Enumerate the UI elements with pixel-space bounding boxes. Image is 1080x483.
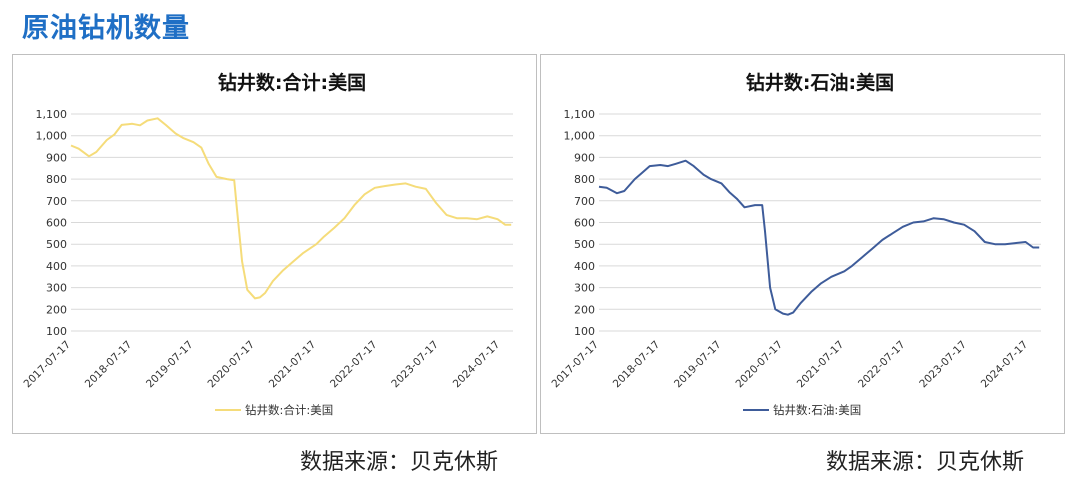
y-tick-label: 700 — [46, 195, 67, 208]
series-line — [598, 159, 1040, 316]
x-tick-label: 2020-07-17 — [205, 339, 257, 391]
x-tick-label: 2019-07-17 — [144, 339, 196, 391]
y-tick-label: 1,000 — [564, 130, 596, 143]
y-tick-label: 800 — [46, 173, 67, 186]
source-note-left: 数据来源：贝克休斯 — [300, 450, 499, 475]
y-tick-label: 100 — [574, 325, 595, 338]
x-tick-label: 2023-07-17 — [389, 339, 441, 391]
x-tick-label: 2018-07-17 — [611, 339, 663, 391]
y-tick-label: 400 — [46, 260, 67, 273]
y-tick-label: 600 — [46, 217, 67, 230]
y-tick-label: 300 — [46, 282, 67, 295]
y-tick-label: 700 — [574, 195, 595, 208]
y-tick-label: 1,000 — [36, 130, 68, 143]
x-tick-label: 2017-07-17 — [549, 339, 601, 391]
y-tick-label: 800 — [574, 173, 595, 186]
y-tick-label: 500 — [574, 238, 595, 251]
x-tick-label: 2024-07-17 — [451, 339, 503, 391]
x-tick-label: 2018-07-17 — [83, 339, 135, 391]
chart-title: 钻井数:石油:美国 — [746, 71, 894, 94]
y-tick-label: 600 — [574, 217, 595, 230]
source-note-right: 数据来源：贝克休斯 — [826, 450, 1025, 475]
chart-oil-rigs: 钻井数:石油:美国 100 200 300 400 500 600 700 800 900 1,00… — [549, 71, 1041, 417]
y-tick-label: 900 — [574, 151, 595, 164]
y-tick-label: 900 — [46, 151, 67, 164]
x-tick-label: 2020-07-17 — [733, 339, 785, 391]
x-tick-label: 2022-07-17 — [328, 339, 380, 391]
x-tick-label: 2023-07-17 — [917, 339, 969, 391]
x-tick-label: 2017-07-17 — [21, 339, 73, 391]
y-tick-label: 300 — [574, 282, 595, 295]
y-tick-label: 200 — [46, 303, 67, 316]
x-tick-label: 2021-07-17 — [267, 339, 319, 391]
x-tick-label: 2022-07-17 — [856, 339, 908, 391]
legend-label: 钻井数:合计:美国 — [245, 403, 333, 417]
page-title: 原油钻机数量 — [22, 13, 190, 44]
chart-panel-total: 钻井数:合计:美国 100 200 300 400 500 600 700 800 900 1,00… — [12, 54, 537, 434]
x-tick-label: 2021-07-17 — [795, 339, 847, 391]
x-tick-label: 2024-07-17 — [979, 339, 1031, 391]
legend-label: 钻井数:石油:美国 — [773, 403, 861, 417]
y-tick-label: 100 — [46, 325, 67, 338]
y-tick-label: 200 — [574, 303, 595, 316]
y-tick-label: 500 — [46, 238, 67, 251]
chart-title: 钻井数:合计:美国 — [218, 71, 366, 94]
series-line — [70, 117, 512, 300]
y-tick-label: 1,100 — [36, 108, 68, 121]
y-tick-label: 400 — [574, 260, 595, 273]
chart-total-rigs: 钻井数:合计:美国 100 200 300 400 500 600 700 800 900 1,00… — [21, 71, 513, 417]
y-tick-label: 1,100 — [564, 108, 596, 121]
x-tick-label: 2019-07-17 — [672, 339, 724, 391]
chart-panel-oil: 钻井数:石油:美国 100 200 300 400 500 600 700 800 900 1,00… — [540, 54, 1065, 434]
